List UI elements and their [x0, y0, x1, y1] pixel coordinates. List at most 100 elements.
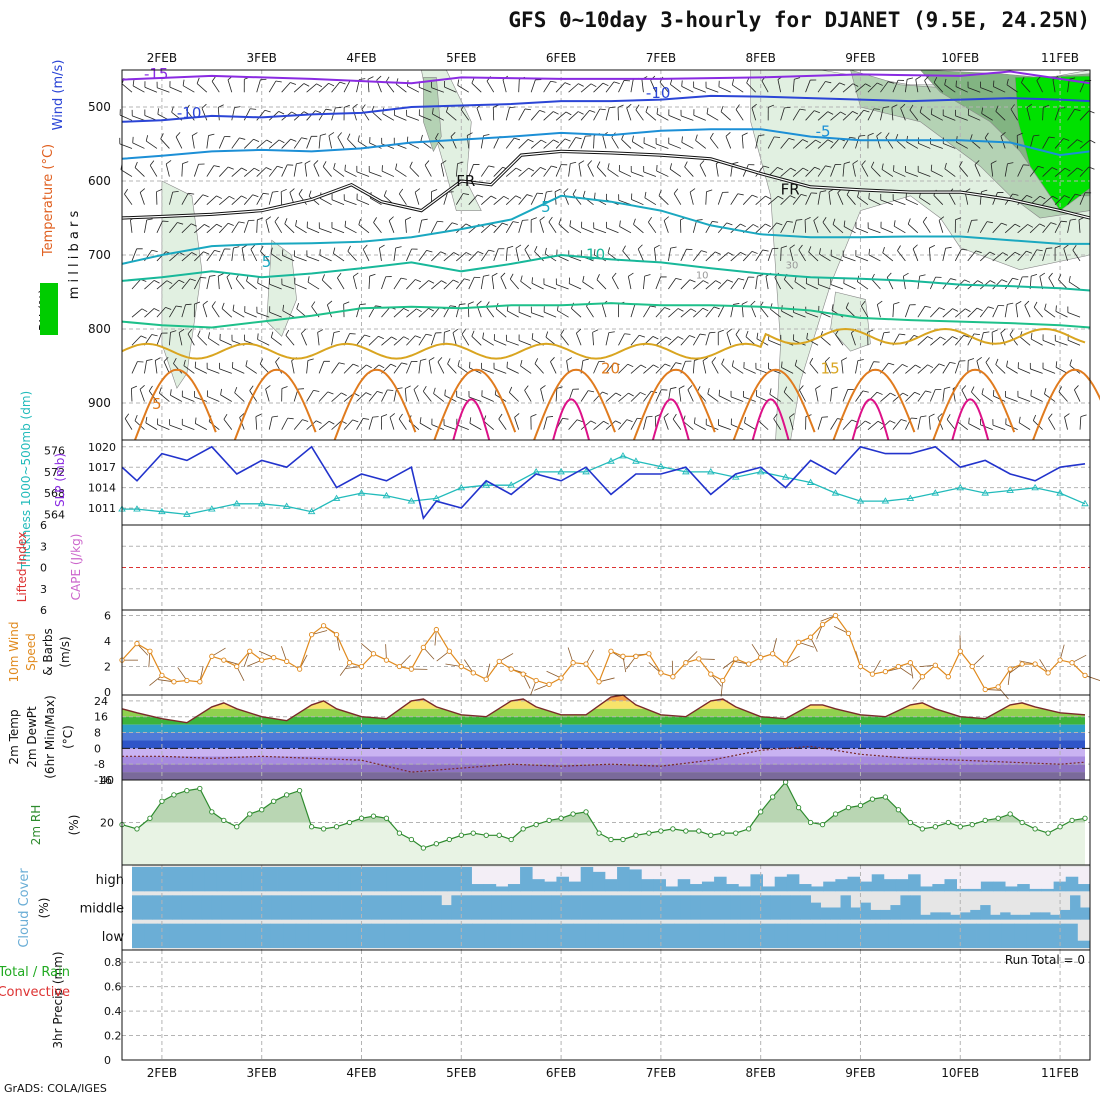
wind-barb: [169, 222, 178, 234]
wind-barb-feather: [431, 189, 438, 193]
wind-barb: [656, 143, 669, 149]
wind-barb: [928, 416, 931, 430]
wind-barb-feather: [648, 216, 652, 223]
wind-barb-feather: [252, 194, 259, 198]
wind-barb-feather: [789, 413, 795, 418]
cloud-cell: [551, 895, 562, 920]
wind-barb: [842, 389, 849, 402]
wind-barb: [509, 278, 519, 290]
wind-barb-feather: [311, 301, 316, 307]
cloud-cell: [677, 879, 691, 892]
wind-barb-feather: [553, 111, 559, 115]
temp2m-line: [121, 694, 1086, 724]
wind-barb: [655, 336, 667, 346]
wind-barb-feather: [1012, 193, 1019, 196]
wind-barb-feather: [741, 301, 748, 305]
wind-barb: [630, 79, 634, 93]
wind-barb-feather: [946, 414, 951, 420]
wind-barb: [931, 170, 943, 177]
rh2m-point: [1069, 817, 1075, 824]
wind-barb: [509, 392, 519, 402]
wind-barb-feather: [553, 139, 559, 143]
cloud-unit-label: (%): [37, 898, 51, 919]
wind-barb-feather: [157, 108, 159, 115]
wind-barb: [389, 417, 395, 430]
wind-barb-feather: [186, 104, 190, 111]
wind-barb: [809, 363, 819, 374]
wind-barb-feather: [471, 330, 475, 337]
wind-barb-feather: [1064, 195, 1070, 199]
cloud-cell: [750, 874, 763, 892]
temperature-contour-25: [932, 368, 1016, 441]
wind-barb-feather: [895, 134, 899, 140]
wind-barb-feather: [337, 132, 342, 138]
wind-barb: [693, 87, 706, 93]
wind-barb: [304, 163, 308, 177]
rh2m-point: [832, 811, 839, 817]
wind10m-point: [733, 656, 739, 662]
wind-barb: [631, 199, 644, 206]
thickness-point: [582, 468, 590, 475]
wind-barb: [605, 362, 615, 374]
wind-barb-feather: [865, 420, 871, 425]
wind-barb-feather: [973, 333, 980, 336]
cloud-cell: [384, 923, 398, 948]
wind10m-point: [795, 639, 802, 645]
wind-barb: [601, 304, 607, 318]
wind-barb-feather: [726, 222, 733, 226]
wind-barb-feather: [188, 192, 195, 195]
wind-barb: [358, 224, 370, 234]
wind-barb: [783, 391, 794, 402]
cloud-cell: [653, 879, 666, 892]
wind-barb-feather: [440, 251, 447, 255]
wind10m-barb: [258, 650, 274, 658]
wind-barb: [1036, 80, 1043, 93]
wind-barb: [243, 138, 254, 149]
wind-barb: [743, 367, 756, 374]
wind-barb: [882, 252, 894, 262]
wind-barb-feather: [266, 139, 273, 144]
wind-barb-feather: [706, 189, 713, 193]
cloud-cell: [341, 895, 352, 920]
wind-barb-feather: [799, 385, 804, 391]
wind-barb: [182, 85, 195, 93]
wind-barb-feather: [1048, 413, 1053, 419]
wind-barb: [256, 79, 261, 93]
wind-barb: [718, 86, 731, 93]
wind-barb: [912, 248, 919, 262]
wind10m-barb: [785, 655, 800, 665]
wind-barb-feather: [344, 104, 350, 108]
temperature-contour-30: [651, 398, 690, 441]
cloud-cell: [560, 923, 574, 948]
wind-barb-feather: [276, 165, 283, 169]
wind-barb-feather: [539, 216, 545, 221]
wind-barb: [655, 363, 666, 374]
wind-barb: [308, 196, 320, 205]
wind-barb: [480, 276, 484, 290]
wind-barb: [717, 279, 728, 290]
wind-barb-feather: [930, 108, 933, 115]
wind-barb: [418, 308, 429, 318]
wind-barb-feather: [170, 330, 177, 333]
cloud-cell: [900, 923, 914, 948]
wind-barb-feather: [239, 413, 245, 418]
wind-barb: [917, 276, 921, 290]
wind-barb: [758, 420, 769, 430]
wind-barb-feather: [301, 137, 308, 140]
wind-barb-feather: [783, 386, 788, 393]
wind-barb: [892, 304, 895, 318]
slp-tick-label: 1014: [88, 482, 116, 495]
wind10m-point: [882, 668, 889, 675]
wind-barb-feather: [961, 248, 968, 251]
wind-barb: [156, 220, 163, 233]
wind-barb-feather: [857, 191, 860, 198]
wind-barb: [433, 393, 445, 402]
wind-barb: [780, 167, 791, 177]
wind-barb-feather: [265, 385, 271, 390]
wind-barb: [1018, 422, 1031, 430]
cloud-cell: [701, 881, 715, 892]
wind-barb-feather: [867, 132, 874, 136]
wind-barb-feather: [945, 246, 952, 249]
wind-barb-feather: [565, 111, 572, 116]
wind-barb-feather: [777, 167, 784, 171]
